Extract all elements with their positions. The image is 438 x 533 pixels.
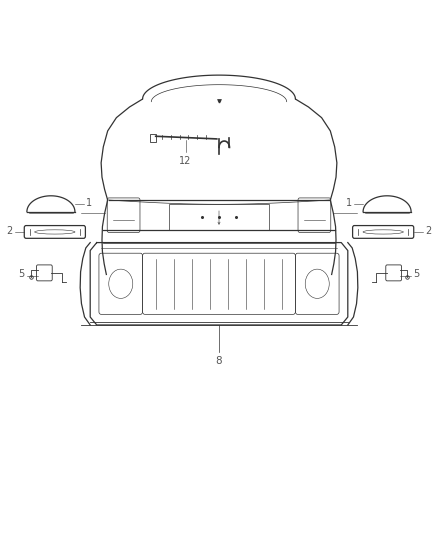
- Text: 5: 5: [413, 270, 420, 279]
- Text: 8: 8: [215, 356, 223, 366]
- Text: 1: 1: [346, 198, 352, 208]
- Bar: [150, 134, 155, 142]
- Text: 2: 2: [7, 226, 13, 236]
- Text: 5: 5: [18, 270, 25, 279]
- Text: 12: 12: [179, 157, 191, 166]
- Bar: [169, 204, 269, 230]
- Text: 1: 1: [86, 198, 92, 208]
- Text: 2: 2: [425, 226, 431, 236]
